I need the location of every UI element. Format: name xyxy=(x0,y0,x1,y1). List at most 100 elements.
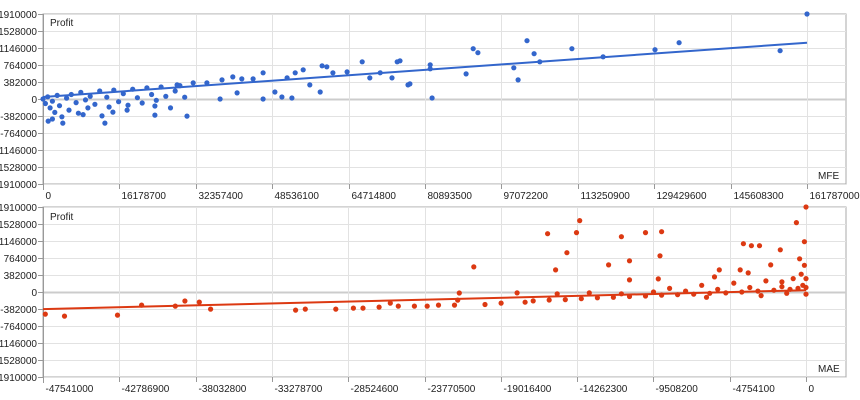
x-tick-label: -4754100 xyxy=(733,384,776,395)
data-point xyxy=(569,46,575,52)
data-point xyxy=(763,278,769,284)
y-axis-label: Profit xyxy=(50,212,74,223)
data-point xyxy=(307,82,313,88)
data-point xyxy=(470,46,476,52)
data-point xyxy=(655,276,661,282)
data-point xyxy=(667,285,673,291)
data-point xyxy=(134,95,140,101)
mae-profit-chart: 1910000 1528000 1146000 764000 382000 0 -38200… xyxy=(0,203,847,395)
data-point xyxy=(652,47,658,53)
data-point xyxy=(793,220,800,226)
data-point xyxy=(208,306,214,312)
y-tick-label: 382000 xyxy=(4,78,38,89)
data-point xyxy=(42,100,49,107)
x-axis-label: MAE xyxy=(818,364,840,375)
x-tick-label: -9508200 xyxy=(656,384,699,395)
data-point xyxy=(163,93,169,99)
data-point xyxy=(435,302,442,308)
data-point xyxy=(803,291,809,297)
y-tick-label: -1910000 xyxy=(0,180,37,191)
y-tick-label: 382000 xyxy=(4,271,38,282)
mfe-profit-chart: 1910000 1528000 1146000 764000 382000 0 -38200… xyxy=(0,10,860,202)
data-point xyxy=(803,284,809,291)
data-point xyxy=(319,63,325,69)
x-tick-label: 145608300 xyxy=(734,191,784,202)
data-point xyxy=(66,107,72,113)
data-point xyxy=(172,88,178,94)
data-point xyxy=(747,284,753,291)
x-tick-label: 64714800 xyxy=(352,191,397,202)
data-point xyxy=(60,120,66,126)
data-point xyxy=(511,65,517,71)
x-tick-label: 80893500 xyxy=(428,191,473,202)
data-point xyxy=(260,70,266,76)
data-point xyxy=(740,241,747,247)
data-point xyxy=(114,312,121,318)
x-tick-label: 129429600 xyxy=(657,191,707,202)
x-tick-label: 0 xyxy=(46,191,52,202)
data-point xyxy=(777,247,783,253)
data-point xyxy=(92,101,98,107)
data-point xyxy=(797,256,803,262)
x-tick-label: -38032800 xyxy=(199,384,247,395)
data-point xyxy=(553,267,559,273)
data-point xyxy=(659,229,665,235)
data-point xyxy=(260,96,266,102)
data-point xyxy=(389,75,395,81)
data-point xyxy=(376,304,382,310)
x-tick-label: 0 xyxy=(809,384,815,395)
y-tick-label: -1528000 xyxy=(0,163,37,174)
data-point xyxy=(716,267,722,273)
data-point xyxy=(75,110,81,116)
data-point xyxy=(182,94,188,100)
data-point xyxy=(594,295,601,301)
data-point xyxy=(657,253,663,259)
x-tick-label: 161787000 xyxy=(810,191,860,202)
y-tick-label: 1528000 xyxy=(0,27,37,38)
data-point xyxy=(120,91,126,97)
data-point xyxy=(530,298,536,304)
data-point xyxy=(606,262,612,268)
data-point xyxy=(522,299,528,305)
data-point xyxy=(45,118,51,124)
data-point xyxy=(82,97,89,103)
data-point xyxy=(626,258,633,264)
y-tick-label: 764000 xyxy=(4,254,38,265)
data-point xyxy=(573,230,580,236)
data-point xyxy=(471,264,477,270)
data-point xyxy=(204,80,210,86)
data-point xyxy=(167,105,174,111)
data-point xyxy=(515,77,521,83)
data-point xyxy=(498,300,504,306)
data-point xyxy=(152,112,158,118)
data-point xyxy=(196,299,202,305)
data-point xyxy=(102,120,108,126)
grid: 1910000 1528000 1146000 764000 382000 0 -38200… xyxy=(0,10,860,202)
data-point xyxy=(110,109,116,115)
data-point xyxy=(748,243,755,249)
data-point xyxy=(803,204,809,210)
data-point xyxy=(49,116,56,122)
data-point xyxy=(456,290,462,296)
data-point xyxy=(395,303,401,309)
data-point xyxy=(64,95,70,101)
data-point xyxy=(239,76,245,82)
x-tick-label: 16178700 xyxy=(122,191,167,202)
data-point xyxy=(578,296,584,302)
data-point xyxy=(463,71,469,77)
data-point xyxy=(804,11,810,17)
data-point xyxy=(47,105,53,111)
y-tick-label: 0 xyxy=(31,288,37,299)
data-point xyxy=(803,276,809,282)
data-point xyxy=(49,98,56,104)
data-point xyxy=(293,307,299,313)
data-points xyxy=(40,11,810,126)
data-point xyxy=(324,64,330,70)
y-tick-label: -382000 xyxy=(0,112,37,123)
data-point xyxy=(703,294,710,300)
data-point xyxy=(545,231,551,237)
data-point xyxy=(190,80,196,86)
data-point xyxy=(300,67,306,73)
data-point xyxy=(562,297,568,303)
data-point xyxy=(737,267,743,273)
